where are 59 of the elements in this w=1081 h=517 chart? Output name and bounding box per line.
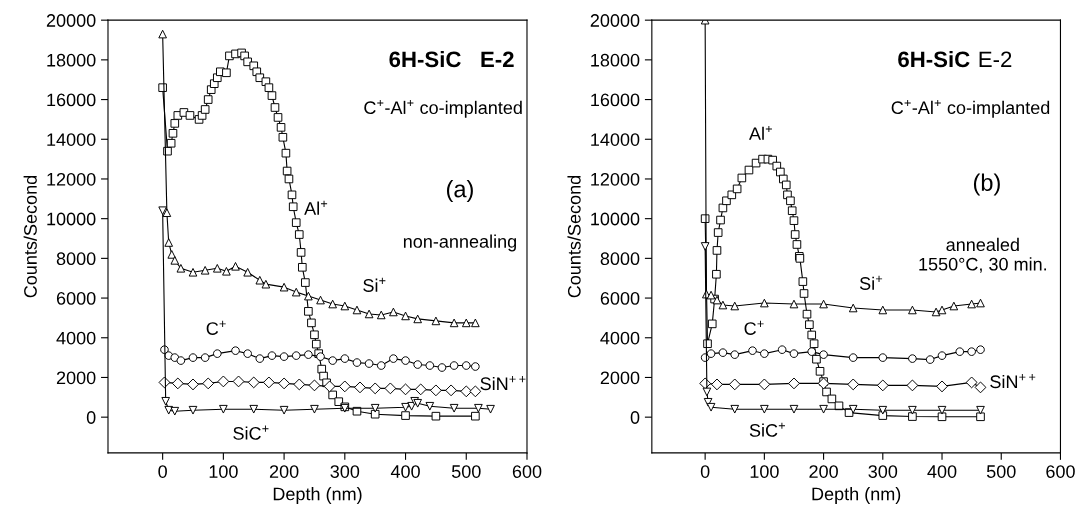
y-tick-label: 4000	[56, 331, 96, 345]
y-tick-label: 16000	[47, 93, 96, 107]
y-tick-label: 2000	[600, 371, 640, 385]
y-tick-label: 12000	[591, 172, 640, 186]
y-tick-label: 14000	[47, 133, 96, 146]
series-label: Al$^{+}$	[749, 125, 772, 140]
x-axis-title: Depth (nm)	[812, 487, 901, 504]
x-tick-label: 400	[927, 465, 957, 478]
x-tick-label: 500	[986, 465, 1016, 478]
y-tick-label: 18000	[591, 53, 640, 67]
y-tick-label: 2000	[56, 371, 96, 385]
x-tick-label: 200	[269, 465, 299, 478]
x-tick-label: 500	[451, 465, 481, 478]
y-tick-label: 10000	[591, 212, 640, 226]
y-tick-label: 8000	[56, 252, 96, 266]
series-label: Si$^{+}$	[363, 277, 386, 292]
y-tick-label: 4000	[600, 331, 640, 345]
series-label: SiN$^{++}$	[990, 374, 1036, 389]
annotation: 6H-SiC	[898, 50, 970, 68]
annotation: C$^{+}$-Al$^{+}$ co-implanted	[891, 99, 1050, 118]
x-tick-label: 600	[512, 465, 542, 478]
series-label: Al$^{+}$	[304, 200, 328, 215]
x-tick-label: 300	[330, 465, 360, 478]
y-tick-label: 0	[630, 411, 640, 424]
y-tick-label: 0	[86, 411, 96, 424]
series-label: SiN$^{++}$	[480, 375, 526, 391]
x-tick-label: 0	[158, 465, 167, 478]
x-tick-label: 200	[809, 465, 838, 478]
series-label: C$^{+}$	[206, 320, 226, 335]
y-tick-label: 6000	[56, 292, 96, 305]
x-tick-label: 300	[868, 465, 898, 478]
y-tick-label: 12000	[47, 172, 96, 186]
y-tick-label: 8000	[600, 252, 640, 266]
y-tick-label: 18000	[47, 53, 96, 67]
series-label: C$^{+}$	[744, 320, 764, 335]
series-label: SiC$^{+}$	[233, 425, 269, 440]
y-tick-label: 14000	[591, 133, 640, 146]
series-label: Si$^{+}$	[859, 275, 883, 290]
y-tick-label: 20000	[46, 14, 96, 27]
x-tick-label: 600	[1046, 465, 1075, 478]
annotation: annealed 1550°C, 30 min.	[919, 237, 1047, 273]
x-tick-label: 100	[750, 465, 779, 478]
y-axis-title: Counts/Second	[567, 175, 581, 298]
x-tick-label: 400	[390, 465, 420, 478]
y-tick-label: 10000	[47, 212, 96, 226]
y-tick-label: 6000	[600, 292, 640, 305]
y-tick-label: 20000	[590, 14, 640, 27]
annotation: C$^{+}$-Al$^{+}$ co-implanted	[364, 99, 522, 118]
x-tick-label: 100	[209, 465, 238, 478]
annotation: 6H-SiC E-2	[389, 50, 514, 68]
x-tick-label: 0	[700, 465, 710, 478]
annotation: E-2	[979, 51, 1012, 68]
annotation: (a)	[446, 180, 473, 203]
x-axis-title: Depth (nm)	[273, 487, 362, 504]
annotation: non-annealing	[403, 234, 517, 252]
annotation: (b)	[973, 173, 1000, 196]
series-label: SiC$^{+}$	[749, 422, 785, 437]
y-tick-label: 16000	[591, 93, 640, 107]
y-axis-title: Counts/Second	[23, 175, 37, 298]
